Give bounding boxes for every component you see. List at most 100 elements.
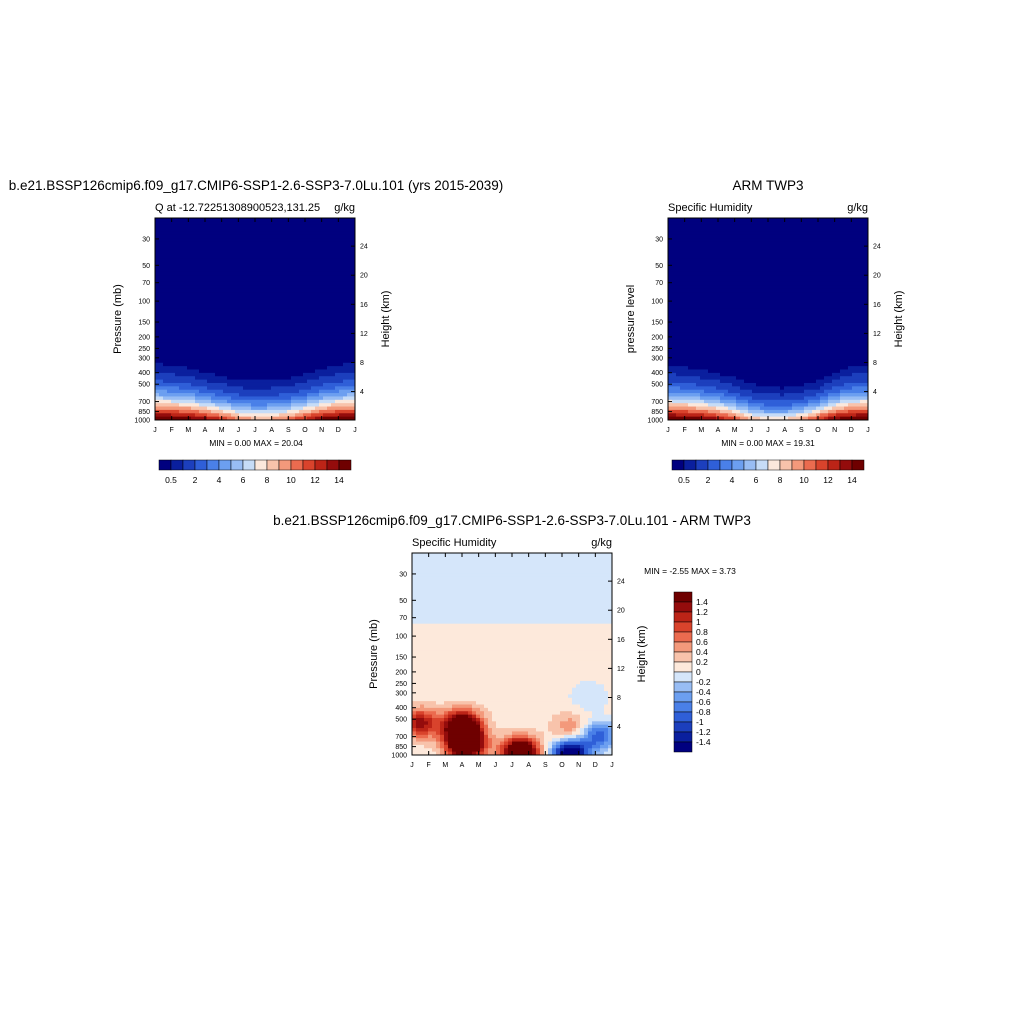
field-cell <box>155 386 160 391</box>
field-cell <box>688 319 693 323</box>
field-cell <box>327 349 332 354</box>
field-cell <box>343 339 348 344</box>
field-cell <box>776 308 781 313</box>
field-cell <box>704 265 709 270</box>
field-cell <box>263 218 268 222</box>
field-cell <box>283 234 288 239</box>
field-cell <box>339 228 344 233</box>
field-cell <box>724 218 729 222</box>
field-cell <box>231 359 236 364</box>
field-cell <box>331 288 336 293</box>
field-cell <box>684 228 689 233</box>
field-cell <box>680 386 685 391</box>
field-cell <box>307 366 312 371</box>
field-cell <box>736 372 741 377</box>
field-cell <box>259 302 264 307</box>
field-cell <box>303 329 308 334</box>
field-cell <box>243 305 248 310</box>
field-cell <box>772 399 777 404</box>
field-cell <box>672 399 677 404</box>
field-cell <box>668 271 673 276</box>
field-cell <box>167 376 172 381</box>
field-cell <box>211 403 216 408</box>
field-cell <box>271 268 276 273</box>
field-cell <box>283 292 288 297</box>
field-cell <box>291 329 296 334</box>
field-cell <box>223 389 228 394</box>
field-cell <box>688 221 693 226</box>
field-cell <box>155 241 160 246</box>
field-cell <box>299 302 304 307</box>
field-cell <box>339 231 344 236</box>
y-tick-label: 700 <box>138 399 150 406</box>
field-cell <box>756 339 761 344</box>
field-cell <box>756 349 761 354</box>
field-cell <box>724 366 729 371</box>
field-cell <box>163 248 168 253</box>
field-cell <box>728 298 733 303</box>
field-cell <box>668 295 673 300</box>
field-cell <box>307 322 312 327</box>
field-cell <box>283 288 288 293</box>
field-cell <box>195 413 200 418</box>
field-cell <box>155 285 160 290</box>
field-cell <box>728 234 733 239</box>
field-cell <box>712 221 717 226</box>
field-cell <box>764 359 769 364</box>
field-cell <box>323 255 328 259</box>
field-cell <box>788 332 793 337</box>
field-cell <box>696 345 701 350</box>
field-cell <box>203 379 208 384</box>
field-cell <box>211 406 216 411</box>
field-cell <box>756 359 761 364</box>
field-cell <box>199 379 204 384</box>
field-cell <box>732 244 737 249</box>
field-cell <box>700 352 705 357</box>
field-cell <box>760 281 765 286</box>
field-cell <box>732 302 737 307</box>
field-cell <box>676 258 681 263</box>
field-cell <box>788 413 793 418</box>
field-cell <box>684 372 689 377</box>
field-cell <box>788 228 793 233</box>
field-cell <box>175 298 180 303</box>
field-cell <box>744 372 749 377</box>
field-cell <box>732 292 737 297</box>
field-cell <box>255 382 260 387</box>
field-cell <box>231 241 236 246</box>
field-cell <box>748 406 753 411</box>
field-cell <box>215 359 220 364</box>
field-cell <box>712 399 717 404</box>
field-cell <box>215 339 220 344</box>
field-cell <box>191 265 196 270</box>
field-cell <box>736 335 741 340</box>
field-cell <box>776 248 781 253</box>
field-cell <box>716 396 721 401</box>
field-cell <box>708 366 713 371</box>
field-cell <box>724 319 729 323</box>
field-cell <box>696 292 701 297</box>
field-cell <box>267 248 272 253</box>
field-cell <box>315 308 320 313</box>
field-cell <box>720 238 725 243</box>
field-cell <box>692 409 697 414</box>
field-cell <box>744 322 749 327</box>
field-cell <box>163 258 168 263</box>
field-cell <box>700 268 705 273</box>
panel-model-field <box>155 218 355 420</box>
field-cell <box>175 329 180 334</box>
field-cell <box>283 413 288 418</box>
field-cell <box>211 319 216 323</box>
field-cell <box>223 302 228 307</box>
field-cell <box>275 285 280 290</box>
field-cell <box>267 288 272 293</box>
field-cell <box>712 389 717 394</box>
field-cell <box>163 369 168 374</box>
field-cell <box>295 356 300 360</box>
field-cell <box>239 382 244 387</box>
field-cell <box>712 319 717 323</box>
field-cell <box>319 295 324 300</box>
field-cell <box>756 244 761 249</box>
field-cell <box>303 244 308 249</box>
field-cell <box>744 265 749 270</box>
